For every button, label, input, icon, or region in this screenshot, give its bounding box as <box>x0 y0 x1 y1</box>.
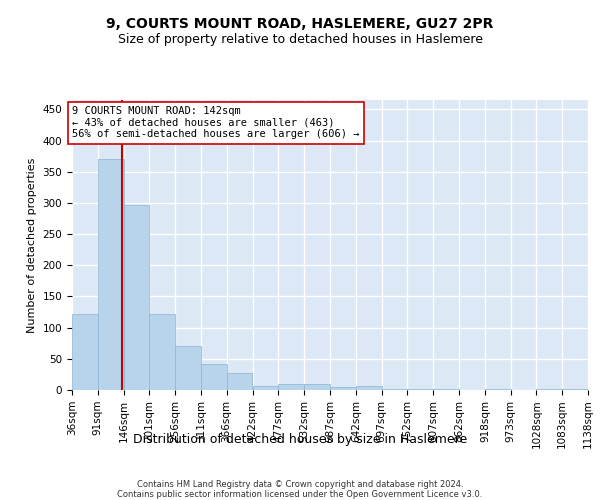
Bar <box>382 389 407 390</box>
Text: 9 COURTS MOUNT ROAD: 142sqm
← 43% of detached houses are smaller (463)
56% of se: 9 COURTS MOUNT ROAD: 142sqm ← 43% of det… <box>73 106 360 140</box>
Bar <box>72 314 98 390</box>
Bar <box>227 372 252 390</box>
Bar <box>201 364 227 390</box>
Bar <box>253 386 278 390</box>
Y-axis label: Number of detached properties: Number of detached properties <box>27 158 37 332</box>
Bar <box>124 205 149 390</box>
Bar <box>278 384 304 390</box>
Text: 9, COURTS MOUNT ROAD, HASLEMERE, GU27 2PR: 9, COURTS MOUNT ROAD, HASLEMERE, GU27 2P… <box>106 18 494 32</box>
Bar <box>356 386 382 390</box>
Bar <box>433 389 459 390</box>
Bar <box>562 389 588 390</box>
Text: Contains HM Land Registry data © Crown copyright and database right 2024.
Contai: Contains HM Land Registry data © Crown c… <box>118 480 482 500</box>
Bar <box>149 314 175 390</box>
Text: Size of property relative to detached houses in Haslemere: Size of property relative to detached ho… <box>118 32 482 46</box>
Bar <box>304 384 330 390</box>
Text: Distribution of detached houses by size in Haslemere: Distribution of detached houses by size … <box>133 432 467 446</box>
Bar <box>175 346 201 390</box>
Bar <box>98 159 124 390</box>
Bar <box>330 387 356 390</box>
